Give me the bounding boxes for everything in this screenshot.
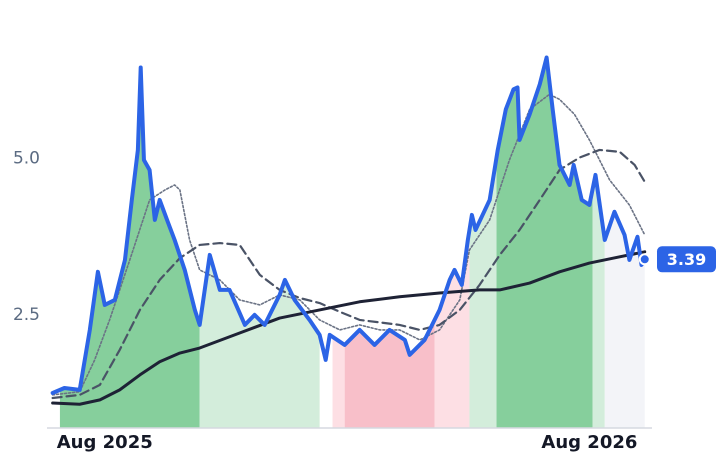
band-area (332, 336, 345, 428)
band-area (592, 174, 605, 428)
y-tick-label: 5.0 (13, 149, 40, 169)
value-badge (657, 246, 716, 273)
band-area (469, 157, 497, 428)
band-area (344, 319, 435, 428)
series-line (51, 250, 647, 406)
band-area (59, 67, 200, 428)
last-point (638, 253, 651, 266)
series-line (51, 93, 646, 396)
band-area (496, 57, 593, 429)
x-tick-label: Aug 2025 (57, 432, 153, 453)
band-area (199, 254, 320, 428)
x-tick-label: Aug 2026 (541, 432, 637, 453)
series-line (50, 55, 647, 396)
y-tick-label: 2.5 (13, 305, 40, 325)
band-area (434, 229, 470, 428)
value-label: 3.39 (667, 250, 706, 269)
band-area (604, 211, 645, 428)
